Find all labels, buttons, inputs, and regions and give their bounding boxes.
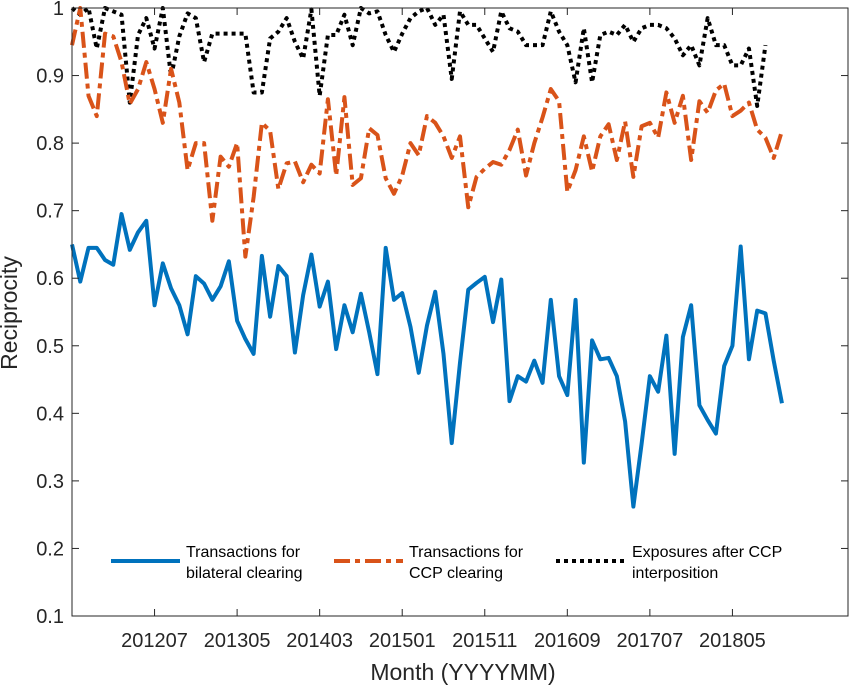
x-axis-ticks: 201207 201305 201403 201501 201511 201609 2017… [121, 8, 766, 652]
x-tick-label: 201403 [286, 630, 353, 652]
axes-box [71, 7, 849, 617]
y-tick-label: 0.1 [36, 606, 64, 628]
axes-frame [71, 7, 849, 617]
legend-label-1-line-2: bilateral clearing [186, 565, 303, 582]
y-tick-label: 0.3 [36, 471, 64, 493]
y-tick-label: 0.2 [36, 538, 64, 560]
x-tick-label: 201501 [369, 630, 436, 652]
y-tick-label: 0.4 [36, 403, 64, 425]
legend-label-2-line-1: Transactions for [409, 544, 524, 561]
legend: Transactions for bilateral clearing Transa… [103, 532, 782, 590]
plot-area [72, 8, 848, 616]
series-line-3 [70, 6, 768, 108]
legend-label-3-line-1: Exposures after CCP [632, 544, 782, 561]
legend-label-3-line-2: interposition [632, 565, 718, 582]
legend-label-1-line-1: Transactions for [186, 544, 301, 561]
y-tick-label: 0.5 [36, 336, 64, 358]
series-layer [70, 6, 784, 509]
x-axis-title: Month (YYYYMM) [370, 659, 555, 685]
series-line-2 [70, 6, 784, 259]
x-tick-label: 201805 [699, 630, 766, 652]
series-line-1 [70, 212, 784, 509]
legend-label-2-line-2: CCP clearing [409, 565, 503, 582]
x-tick-label: 201609 [534, 630, 601, 652]
y-axis-title: Reciprocity [0, 256, 22, 370]
y-tick-label: 0.9 [36, 66, 64, 88]
y-tick-label: 0.6 [36, 268, 64, 290]
x-tick-label: 201511 [452, 630, 517, 652]
y-axis-ticks: 0.1 0.2 0.3 0.4 0.5 0.6 0.7 0.8 0.9 1 [36, 0, 848, 628]
y-tick-label: 1 [53, 0, 64, 20]
x-tick-label: 201305 [204, 630, 271, 652]
y-tick-label: 0.7 [36, 201, 64, 223]
plot-background [72, 8, 848, 616]
y-tick-label: 0.8 [36, 133, 64, 155]
legend-box [103, 532, 769, 590]
x-tick-label: 201207 [121, 630, 188, 652]
x-tick-label: 201707 [616, 630, 683, 652]
